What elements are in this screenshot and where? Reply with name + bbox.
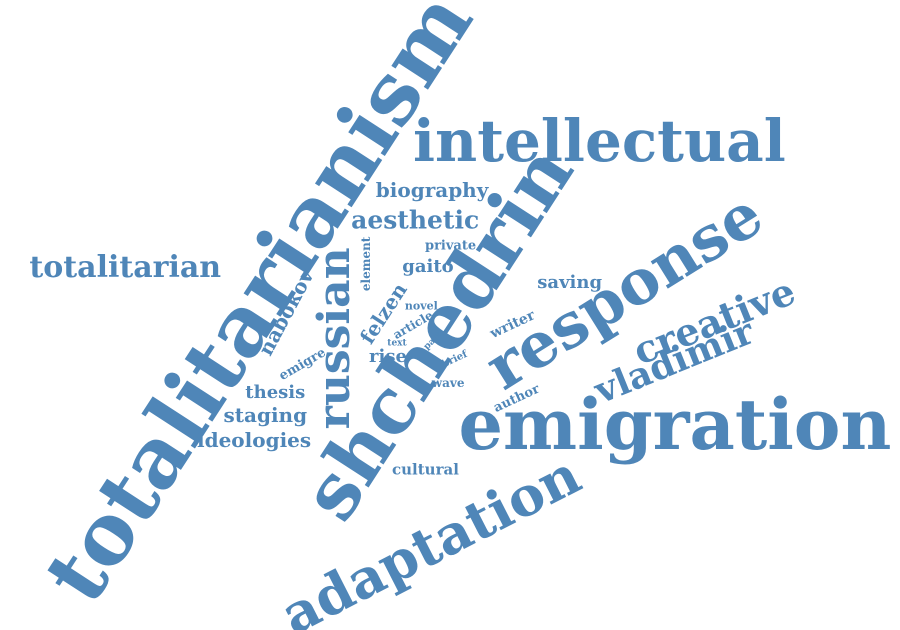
word-intellectual: intellectual [413, 107, 786, 175]
word-saving: saving [537, 272, 603, 293]
word-gaito: gaito [402, 256, 454, 277]
word-rise: rise [369, 346, 407, 367]
word-cultural: cultural [392, 460, 459, 479]
word-thesis: thesis [245, 382, 306, 403]
word-staging: staging [223, 403, 308, 427]
word-russian: russian [308, 247, 360, 430]
word-ideologies: ideologies [197, 428, 312, 452]
word-novel: novel [404, 299, 438, 313]
word-wave: wave [431, 376, 465, 390]
word-biography: biography [375, 178, 489, 202]
word-text: text [387, 338, 407, 349]
word-element: element [358, 236, 373, 292]
word-totalitarian: totalitarian [29, 250, 222, 285]
word-private: private [424, 238, 477, 254]
word-aesthetic: aesthetic [351, 205, 480, 235]
word-emigration: emigration [458, 383, 892, 466]
